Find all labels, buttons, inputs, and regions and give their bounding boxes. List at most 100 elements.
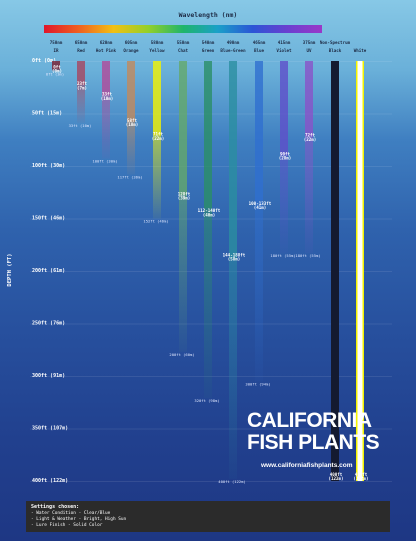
column-name: UV <box>306 48 312 53</box>
column-depth-label: 23ft <box>77 81 88 86</box>
column-wavelength: 650nm <box>75 40 88 45</box>
column-wavelength: 540nm <box>202 40 215 45</box>
column-fade-bar <box>280 155 288 254</box>
column-fade-label: 100ft (30m) <box>92 159 117 164</box>
column-bar <box>331 61 339 481</box>
y-tick-label: 200ft (61m) <box>32 268 65 274</box>
column-wavelength: 375nm <box>303 40 316 45</box>
brand-url: www.californiafishplants.com <box>261 462 353 469</box>
column-fade-bar <box>255 200 263 382</box>
column-depth-label: 144-188ft <box>223 252 246 257</box>
settings-item-finish: - Lure Finish - Solid Color <box>31 523 103 528</box>
column-depth-label: 90ft <box>280 152 291 157</box>
column-wavelength: 490nm <box>227 40 240 45</box>
column-depth-label: 72ft <box>305 133 316 138</box>
column-bar <box>255 61 263 201</box>
column-fade-bar <box>179 195 187 352</box>
column-fade-label: 8ft (3m) <box>46 72 64 77</box>
column-depth-label: 71ft <box>153 132 164 137</box>
column-depth-label: 112-140ft <box>198 208 221 213</box>
column-fade-bar <box>102 95 110 159</box>
column-bar <box>229 61 237 259</box>
column-name: Chat <box>178 48 189 53</box>
column-name: Orange <box>123 48 139 53</box>
column-fade-bar <box>52 69 60 72</box>
column-depth-label: (22m) <box>304 137 317 142</box>
column-fade-label: 200ft (60m) <box>169 352 194 357</box>
column-depth-label: 400ft <box>355 472 368 477</box>
column-bar <box>305 61 313 137</box>
column-name: White <box>354 48 367 53</box>
column-name: Yellow <box>149 48 165 53</box>
column-fade-label: 152ft (46m) <box>143 219 168 224</box>
column-depth-label: 400ft <box>330 472 343 477</box>
y-tick-label: 50ft (15m) <box>32 111 62 117</box>
column-depth-label: 33ft <box>102 92 113 97</box>
column-depth-label: (58m) <box>228 257 241 262</box>
column-fade-label: 180ft (55m) <box>295 253 320 258</box>
column-depth-label: (7m) <box>77 85 87 90</box>
column-fade-label: 117ft (36m) <box>117 174 142 179</box>
column-fade-bar <box>77 85 85 123</box>
column-name: IR <box>53 48 59 53</box>
column-depth-label: (0m) <box>52 69 62 74</box>
chart-title: Wavelength (nm) <box>179 11 238 19</box>
column-depth-label: (10m) <box>101 96 114 101</box>
column-fade-label: 33ft (10m) <box>69 123 92 128</box>
column-bar <box>102 61 110 96</box>
column-fade-label: 300ft (94m) <box>245 381 270 386</box>
spectrum-bar <box>44 25 322 33</box>
column-fade-label: 320ft (98m) <box>194 398 219 403</box>
y-tick-label: 150ft (46m) <box>32 216 65 222</box>
brand-line-2: FISH PLANTS <box>247 431 380 454</box>
column-wavelength: 550nm <box>177 40 190 45</box>
column-fade-label: 400ft (122m) <box>218 479 245 484</box>
column-name: Hot Pink <box>96 48 117 53</box>
column-depth-label: (122m) <box>328 476 343 481</box>
column-wavelength: 605nm <box>125 40 138 45</box>
column-wavelength: 750nm <box>50 40 63 45</box>
y-tick-label: 300ft (91m) <box>32 373 65 379</box>
column-bar <box>153 61 161 136</box>
column-depth-label: 58ft <box>127 118 138 123</box>
column-name: Blue-Green <box>220 48 246 53</box>
column-depth-label: (22m) <box>152 136 165 141</box>
column-name: Violet <box>276 48 292 53</box>
column-depth-label: 128ft <box>178 191 191 196</box>
column-depth-label: (28m) <box>279 156 292 161</box>
column-fade-bar <box>127 121 135 175</box>
column-wavelength: 465nm <box>253 40 266 45</box>
column-depth-label: 0ft <box>53 64 61 69</box>
column-fade-label: 180ft (55m) <box>270 253 295 258</box>
y-tick-label: 400ft (122m) <box>32 478 68 484</box>
column-wavelength: Non-Spectrum <box>320 40 351 45</box>
brand-line-1: CALIFORNIA <box>247 409 372 432</box>
column-bar <box>280 61 288 156</box>
column-bar <box>127 61 135 122</box>
column-name: Black <box>329 48 342 53</box>
column-name: Green <box>202 48 215 53</box>
y-tick-label: 250ft (76m) <box>32 321 65 327</box>
column-fade-bar <box>229 258 237 479</box>
column-depth-label: 100-133ft <box>249 201 272 206</box>
brand-logo: CALIFORNIA FISH PLANTS www.californiafis… <box>247 409 380 470</box>
column-depth-label: (40m) <box>203 212 216 217</box>
column-bar <box>77 61 85 86</box>
column-bar-inner <box>357 61 363 481</box>
column-fade-bar <box>153 135 161 219</box>
y-axis-title: DEPTH (FT) <box>7 253 13 286</box>
y-tick-label: 100ft (30m) <box>32 163 65 169</box>
column-depth-label: (122m) <box>353 476 368 481</box>
column-wavelength: 415nm <box>278 40 291 45</box>
settings-item-water: - Water Condition - Clear/Blue <box>31 511 111 516</box>
column-fade-bar <box>204 208 212 399</box>
column-wavelength: 580nm <box>151 40 164 45</box>
column-depth-label: (39m) <box>178 196 191 201</box>
y-tick-label: 350ft (107m) <box>32 426 68 432</box>
column-bar <box>204 61 212 208</box>
y-tick-label: 0ft (0m) <box>32 58 56 64</box>
column-bar <box>179 61 187 196</box>
column-wavelength: 620nm <box>100 40 113 45</box>
